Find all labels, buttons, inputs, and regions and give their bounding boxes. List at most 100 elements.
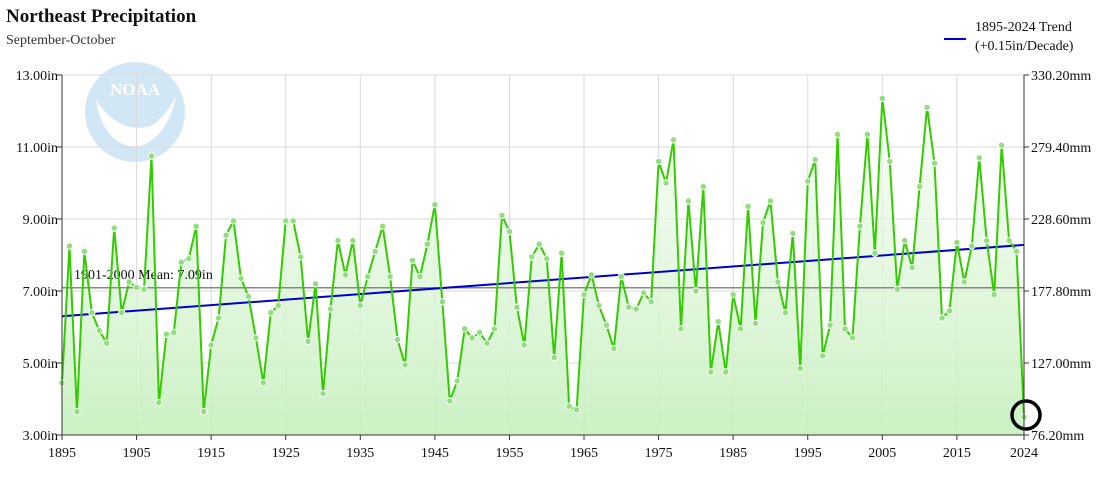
data-point bbox=[177, 258, 186, 266]
data-point bbox=[341, 271, 350, 279]
data-point bbox=[334, 236, 342, 245]
data-point bbox=[572, 406, 581, 414]
data-point bbox=[557, 249, 566, 257]
data-point bbox=[282, 217, 290, 225]
x-tick-label: 1955 bbox=[495, 446, 523, 461]
x-tick-label: 2005 bbox=[868, 446, 896, 461]
data-point bbox=[446, 397, 454, 405]
data-point bbox=[185, 254, 193, 263]
data-point bbox=[460, 325, 469, 333]
data-point bbox=[498, 211, 506, 220]
legend[interactable]: 1895-2024 Trend (+0.15in/Decade) bbox=[944, 20, 1104, 60]
x-tick-label: 1965 bbox=[570, 446, 598, 461]
data-point bbox=[930, 159, 939, 167]
noaa-logo-circle bbox=[85, 62, 185, 162]
x-tick-label: 1985 bbox=[719, 446, 747, 461]
data-point bbox=[960, 278, 969, 286]
precip-area bbox=[62, 98, 1024, 436]
data-point bbox=[416, 272, 424, 281]
x-tick-label: 1895 bbox=[48, 446, 76, 461]
x-tick-label: 1975 bbox=[645, 446, 673, 461]
x-tick-label: 2015 bbox=[943, 446, 971, 461]
data-point bbox=[214, 314, 223, 322]
chart-subtitle: September-October bbox=[6, 33, 116, 48]
legend-label-trend: 1895-2024 Trend bbox=[975, 20, 1072, 35]
left-y-tick-label: 9.00in bbox=[23, 213, 58, 228]
data-point bbox=[811, 155, 819, 164]
data-point bbox=[863, 130, 872, 139]
right-y-axis: 76.20mm 127.00mm 177.80mm 228.60mm 279.40mm 3… bbox=[1024, 69, 1091, 444]
data-point bbox=[602, 321, 611, 329]
data-point bbox=[722, 368, 730, 376]
data-point bbox=[968, 242, 976, 250]
data-point bbox=[945, 307, 954, 315]
data-point bbox=[878, 94, 887, 103]
data-point bbox=[349, 236, 357, 245]
data-point bbox=[513, 303, 521, 311]
data-point bbox=[938, 314, 946, 322]
data-point bbox=[729, 290, 737, 299]
data-point bbox=[900, 236, 909, 245]
data-point bbox=[296, 253, 305, 261]
data-point bbox=[528, 253, 536, 261]
noaa-logo: NOAA bbox=[85, 62, 185, 162]
data-point bbox=[192, 222, 200, 230]
left-y-tick-label: 3.00in bbox=[23, 429, 58, 444]
data-point bbox=[207, 341, 215, 349]
data-point bbox=[274, 301, 282, 310]
data-point bbox=[662, 179, 670, 187]
data-point bbox=[610, 344, 618, 353]
data-point bbox=[252, 334, 260, 342]
data-point bbox=[401, 361, 409, 369]
data-point bbox=[580, 290, 588, 299]
data-point bbox=[1012, 247, 1021, 256]
data-point bbox=[140, 285, 148, 293]
data-point bbox=[311, 280, 320, 288]
data-point bbox=[88, 308, 96, 317]
data-point bbox=[587, 271, 596, 279]
data-point bbox=[983, 236, 991, 245]
data-point bbox=[162, 330, 171, 338]
data-point bbox=[751, 319, 760, 328]
data-point bbox=[364, 272, 372, 281]
data-point bbox=[80, 247, 89, 256]
data-point bbox=[625, 303, 633, 311]
data-point bbox=[535, 240, 543, 248]
x-tick-label: 2024 bbox=[1010, 446, 1038, 461]
data-point bbox=[438, 298, 447, 306]
data-point bbox=[833, 130, 842, 139]
data-point bbox=[848, 334, 857, 342]
data-point bbox=[386, 272, 394, 281]
right-y-tick-label: 76.20mm bbox=[1031, 429, 1084, 444]
data-point bbox=[617, 272, 626, 281]
right-y-tick-label: 177.80mm bbox=[1031, 285, 1091, 300]
data-point bbox=[155, 398, 163, 407]
data-point bbox=[595, 301, 603, 310]
data-point bbox=[915, 182, 924, 191]
data-point bbox=[766, 197, 775, 205]
data-point bbox=[483, 339, 491, 347]
x-axis: 1895 1905 1915 1925 1935 1945 1955 1965 1975 1985… bbox=[48, 435, 1038, 461]
chart-title: Northeast Precipitation bbox=[6, 6, 197, 27]
data-point bbox=[923, 103, 931, 112]
data-point bbox=[319, 389, 327, 398]
right-y-tick-label: 127.00mm bbox=[1031, 357, 1091, 372]
data-point bbox=[565, 402, 573, 410]
data-point bbox=[431, 200, 439, 209]
data-point bbox=[229, 217, 238, 225]
data-point bbox=[759, 218, 767, 227]
data-point bbox=[647, 298, 655, 306]
mean-label: 1901-2000 Mean: 7.09in bbox=[74, 268, 213, 283]
data-point bbox=[1005, 236, 1013, 245]
data-point bbox=[684, 197, 693, 205]
x-tick-label: 1905 bbox=[123, 446, 151, 461]
precip-markers bbox=[58, 94, 1028, 421]
data-point bbox=[632, 305, 640, 313]
data-point bbox=[886, 157, 894, 166]
data-point bbox=[199, 407, 208, 416]
x-tick-label: 1935 bbox=[346, 446, 374, 461]
data-point bbox=[550, 353, 558, 362]
data-point bbox=[789, 229, 797, 238]
data-point bbox=[222, 231, 230, 239]
